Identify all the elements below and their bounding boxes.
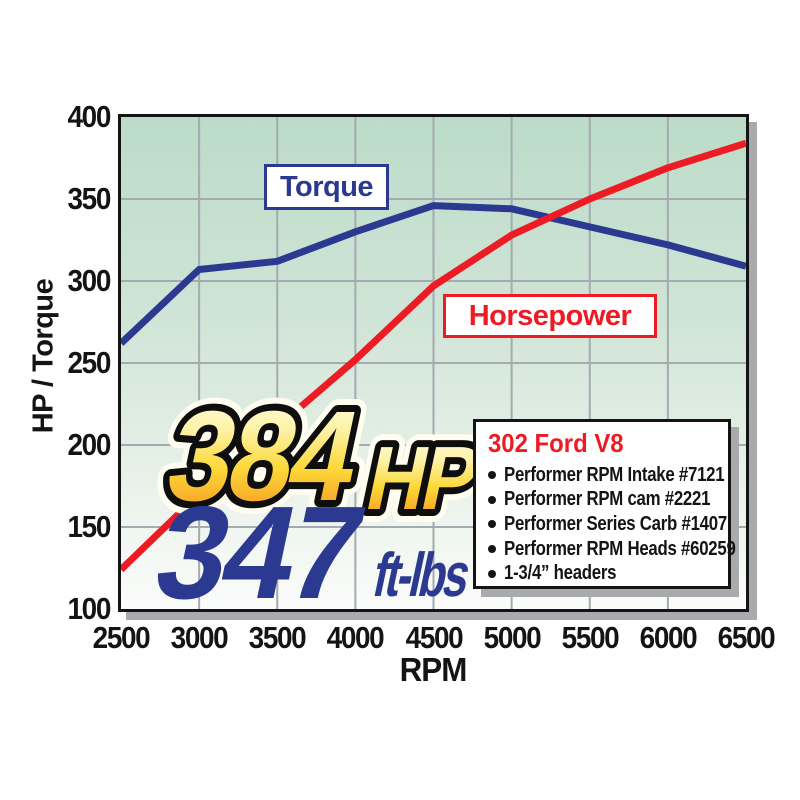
bullet-icon [488,569,496,578]
engine-spec-title: 302 Ford V8 [488,428,624,458]
x-tick-label: 4000 [327,620,385,655]
x-tick-label: 5500 [561,620,619,655]
y-tick-label: 300 [67,263,111,298]
dyno-chart-plot-area: 384 HP 384 HP 384 HP 347 ft-lbs Torque H… [118,114,749,626]
engine-spec-list: Performer RPM Intake #7121 Performer RPM … [488,463,736,586]
spec-item-text: 1-3/4” headers [504,562,617,585]
engine-spec-box: 302 Ford V8 Performer RPM Intake #7121 Pe… [473,419,736,589]
spec-item: Performer RPM Heads #60259 [488,537,736,562]
spec-item: Performer Series Carb #1407 [488,512,728,537]
peak-hp-value-outline: 384 [156,385,371,528]
torque-legend-label: Torque [279,170,374,203]
horsepower-legend-box: Horsepower [443,294,657,338]
y-tick-label: 200 [67,427,111,462]
chart-canvas [121,117,746,609]
y-tick-label: 100 [67,591,111,626]
torque-legend-box: Torque [264,164,389,210]
x-tick-label: 3500 [248,620,307,655]
bullet-icon [488,471,496,480]
x-tick-label: 6500 [717,620,776,655]
peak-torque-value: 347 [144,478,373,626]
spec-item: 1-3/4” headers [488,561,728,586]
y-tick-label: 150 [67,509,111,544]
spec-item-text: Performer RPM cam #2221 [504,488,711,511]
x-tick-label: 4500 [405,620,463,655]
peak-callouts: 384 HP 384 HP 384 HP 347 ft-lbs [144,372,498,626]
y-tick-label: 400 [67,99,111,134]
bullet-icon [488,495,496,504]
y-tick-label: 250 [67,345,111,380]
x-tick-label: 3000 [170,620,229,655]
y-tick-label: 350 [67,181,111,216]
curve-torque [121,202,746,346]
spec-item-text: Performer RPM Heads #60259 [504,537,736,560]
bullet-icon [488,545,496,554]
peak-torque-unit: ft-lbs [368,539,476,609]
bullet-icon [488,520,496,529]
peak-torque-callout: 347 ft-lbs [144,478,476,626]
spec-item-text: Performer RPM Intake #7121 [504,463,725,486]
x-tick-label: 6000 [639,620,698,655]
spec-item-text: Performer Series Carb #1407 [504,512,727,535]
peak-hp-value: 384 [156,385,371,528]
y-axis-title: HP / Torque [27,278,60,434]
peak-hp-callout: 384 HP 384 HP 384 HP [144,372,498,541]
peak-hp-unit: HP [358,429,485,529]
spec-item: Performer RPM Intake #7121 [488,463,728,488]
x-axis-title: RPM [399,651,468,688]
x-tick-label: 5000 [483,620,541,655]
x-tick-label: 2500 [92,620,151,655]
curve-horsepower [121,139,746,573]
horsepower-legend-label: Horsepower [468,299,632,332]
spec-item: Performer RPM cam #2221 [488,488,728,513]
